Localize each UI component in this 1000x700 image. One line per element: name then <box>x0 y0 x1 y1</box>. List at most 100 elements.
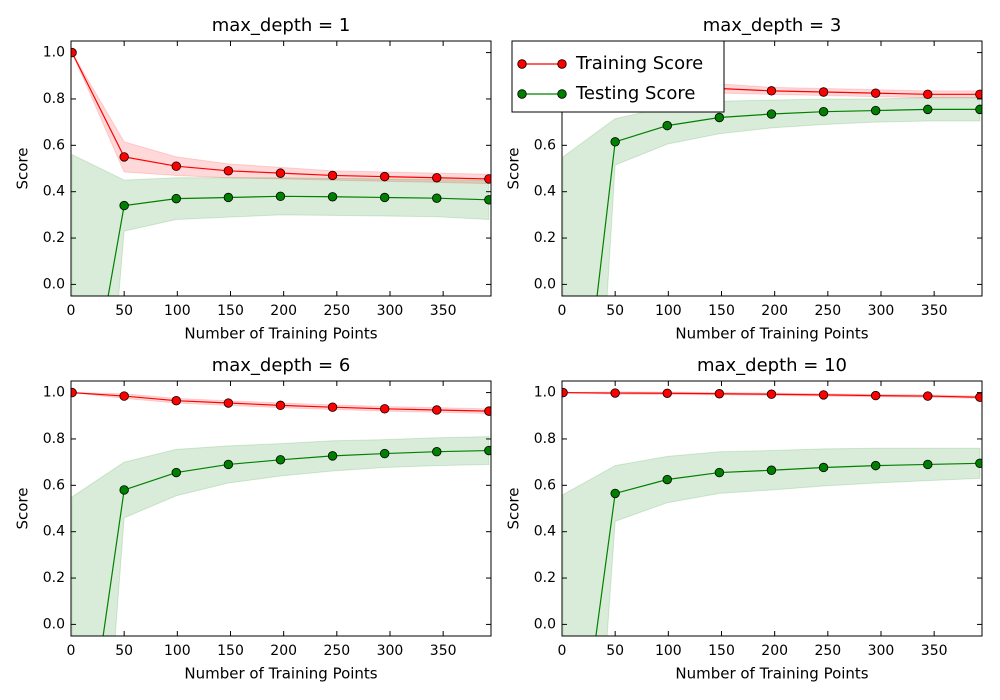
y-axis-label: Score <box>14 147 32 189</box>
y-tick-label: 0.8 <box>534 431 556 447</box>
point <box>662 474 672 485</box>
point <box>818 87 829 97</box>
x-tick-label: 350 <box>921 303 948 319</box>
x-tick-label: 50 <box>115 643 133 659</box>
x-tick-label: 0 <box>67 643 76 659</box>
y-axis-label: Score <box>505 147 523 189</box>
point <box>275 400 286 411</box>
x-tick-label: 200 <box>761 303 788 319</box>
point <box>379 448 390 459</box>
axes-frame <box>561 40 983 297</box>
legend-marker <box>517 89 527 99</box>
point <box>432 447 442 457</box>
x-tick-label: 300 <box>868 643 895 659</box>
std-band <box>562 447 981 636</box>
legend-marker <box>557 89 567 99</box>
y-tick-label: 1.0 <box>43 45 65 61</box>
point <box>870 390 881 401</box>
axes-frame <box>561 380 983 637</box>
x-tick-label: 350 <box>921 643 948 659</box>
y-axis-label: Score <box>505 487 523 529</box>
point <box>714 389 725 399</box>
x-tick-label: 250 <box>814 303 841 319</box>
x-tick-label: 350 <box>430 643 457 659</box>
y-tick-label: 0.6 <box>43 477 65 493</box>
point <box>275 191 286 202</box>
x-tick-label: 150 <box>708 643 735 659</box>
x-axis-label: Number of Training Points <box>675 325 868 343</box>
point <box>327 402 338 412</box>
legend-marker <box>557 59 567 69</box>
point <box>171 396 181 406</box>
y-tick-label: 0.2 <box>43 230 65 246</box>
subplot-title: max_depth = 10 <box>697 355 847 376</box>
axes-frame <box>70 40 492 297</box>
subplot: max_depth = 1 Number of Training Points Sc… <box>14 15 492 343</box>
point <box>379 171 390 182</box>
subplot: max_depth = 10 Number of Training Points S… <box>505 355 983 683</box>
point <box>484 445 491 456</box>
y-tick-label: 0.4 <box>534 184 556 200</box>
subplot: max_depth = 6 Number of Training Points Sc… <box>14 355 492 683</box>
y-tick-label: 0.6 <box>534 477 556 493</box>
y-tick-label: 0.0 <box>534 276 556 292</box>
point <box>275 168 286 178</box>
x-tick-label: 50 <box>115 303 133 319</box>
y-tick-label: 0.4 <box>43 524 65 540</box>
point <box>484 174 491 184</box>
legend-box <box>511 40 725 113</box>
x-tick-label: 250 <box>323 643 350 659</box>
y-tick-label: 0.0 <box>43 276 65 292</box>
point <box>223 192 234 203</box>
point <box>119 152 129 162</box>
x-axis-label: Number of Training Points <box>675 665 868 683</box>
point <box>714 112 725 123</box>
std-band <box>71 52 490 185</box>
x-tick-label: 0 <box>67 303 76 319</box>
point <box>662 388 672 398</box>
point <box>766 109 777 119</box>
y-tick-label: 0.2 <box>534 570 556 586</box>
point <box>610 488 620 499</box>
y-tick-label: 0.2 <box>534 230 556 246</box>
y-tick-label: 0.0 <box>43 616 65 632</box>
std-band <box>71 153 490 296</box>
point <box>870 105 881 116</box>
y-tick-label: 0.6 <box>43 137 65 153</box>
point <box>714 467 725 478</box>
legend: Training Score Testing Score <box>511 40 725 113</box>
x-tick-label: 100 <box>655 643 682 659</box>
point <box>662 120 672 131</box>
point <box>975 458 982 468</box>
x-tick-label: 350 <box>430 303 457 319</box>
point <box>870 460 881 471</box>
x-tick-label: 250 <box>323 303 350 319</box>
point <box>432 173 442 183</box>
x-tick-label: 300 <box>868 303 895 319</box>
point <box>610 388 620 398</box>
point <box>432 405 442 415</box>
point <box>818 107 829 117</box>
point <box>119 200 129 211</box>
y-axis-label: Score <box>14 487 32 529</box>
subplot-title: max_depth = 1 <box>212 15 351 36</box>
x-tick-label: 200 <box>270 303 297 319</box>
point <box>223 398 234 408</box>
point <box>484 406 491 416</box>
x-axis-label: Number of Training Points <box>184 665 377 683</box>
point <box>923 104 933 115</box>
plot-area <box>562 387 982 636</box>
y-tick-label: 0.6 <box>534 137 556 153</box>
point <box>223 166 234 176</box>
x-tick-label: 300 <box>377 643 404 659</box>
y-tick-label: 0.4 <box>534 524 556 540</box>
point <box>379 404 390 414</box>
point <box>766 465 777 475</box>
x-tick-label: 150 <box>708 303 735 319</box>
x-tick-label: 50 <box>606 643 624 659</box>
x-tick-label: 100 <box>164 643 191 659</box>
point <box>818 390 829 400</box>
point <box>610 137 620 147</box>
y-tick-label: 0.8 <box>43 91 65 107</box>
point <box>766 86 777 96</box>
